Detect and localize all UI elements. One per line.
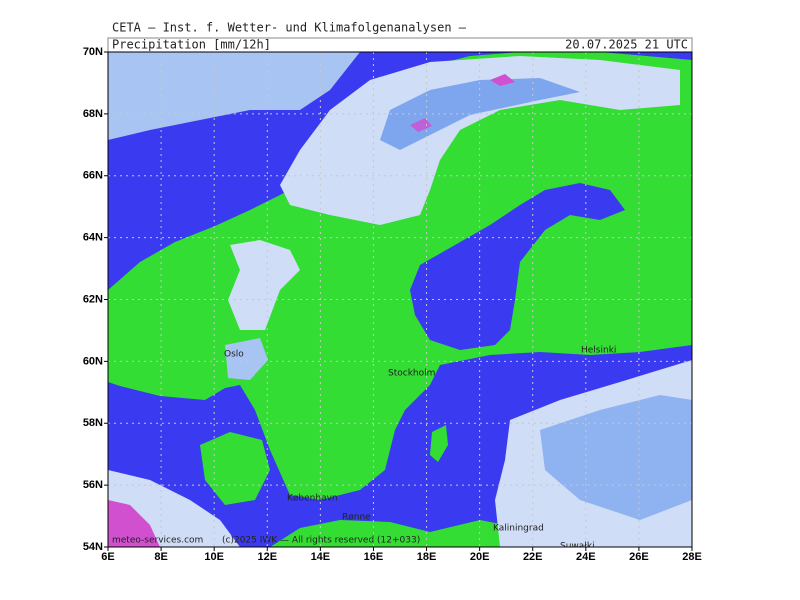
city-label: Oslo xyxy=(224,350,244,360)
city-label: Kaliningrad xyxy=(493,524,544,534)
lat-label: 60N xyxy=(83,355,103,367)
lon-label: 18E xyxy=(417,551,437,563)
map-title: CETA — Inst. f. Wetter- und Klimafolgena… xyxy=(112,21,467,35)
lon-label: 22E xyxy=(523,551,543,563)
gulf-of-bothnia xyxy=(410,183,625,350)
precip-heavy-n2 xyxy=(410,118,432,132)
lon-label: 6E xyxy=(101,551,114,563)
lat-label: 54N xyxy=(83,541,103,553)
precip-heavy-n xyxy=(490,74,515,86)
precip-north xyxy=(280,56,680,225)
city-label: Suwałki xyxy=(560,542,595,552)
lat-label: 56N xyxy=(83,479,103,491)
precip-baltics-core xyxy=(540,395,692,520)
lon-label: 12E xyxy=(257,551,277,563)
precip-north-core xyxy=(380,78,580,150)
denmark xyxy=(200,432,270,505)
lat-label: 70N xyxy=(83,46,103,58)
footer-site: meteo-services.com xyxy=(112,536,203,546)
lat-label: 62N xyxy=(83,293,103,305)
lon-label: 24E xyxy=(576,551,596,563)
precip-norway-inland xyxy=(228,240,300,330)
lat-label: 66N xyxy=(83,170,103,182)
lon-label: 20E xyxy=(470,551,490,563)
lon-label: 10E xyxy=(204,551,224,563)
south-coast xyxy=(270,520,545,547)
variable-label: Precipitation [mm/12h] xyxy=(112,38,271,52)
footer-copyright: (c)2025 IWK — All rights reserved (12+03… xyxy=(222,536,420,546)
scandinavia xyxy=(108,52,692,500)
precip-norway-sea xyxy=(108,52,360,140)
lat-label: 58N xyxy=(83,417,103,429)
precip-oslo xyxy=(225,338,268,380)
lon-label: 26E xyxy=(629,551,649,563)
lon-label: 8E xyxy=(154,551,167,563)
lon-label: 14E xyxy=(311,551,331,563)
precip-heavy-sw xyxy=(108,500,160,547)
axes: 54N 56N 58N 60N 62N 64N 66N 68N 70N 6E 8E 10E 12E 14E… xyxy=(83,46,702,563)
city-label: Rønne xyxy=(342,513,371,523)
city-label: København xyxy=(287,494,338,504)
lon-label: 28E xyxy=(682,551,702,563)
lon-label: 16E xyxy=(364,551,384,563)
city-label: Stockholm xyxy=(388,369,435,379)
valid-time: 20.07.2025 21 UTC xyxy=(565,38,688,52)
map-area: Oslo Stockholm Helsinki København Rønne … xyxy=(108,52,692,552)
city-label: Helsinki xyxy=(581,346,616,356)
lat-label: 64N xyxy=(83,232,103,244)
lat-label: 68N xyxy=(83,108,103,120)
grid xyxy=(108,52,692,547)
gotland xyxy=(430,425,448,462)
